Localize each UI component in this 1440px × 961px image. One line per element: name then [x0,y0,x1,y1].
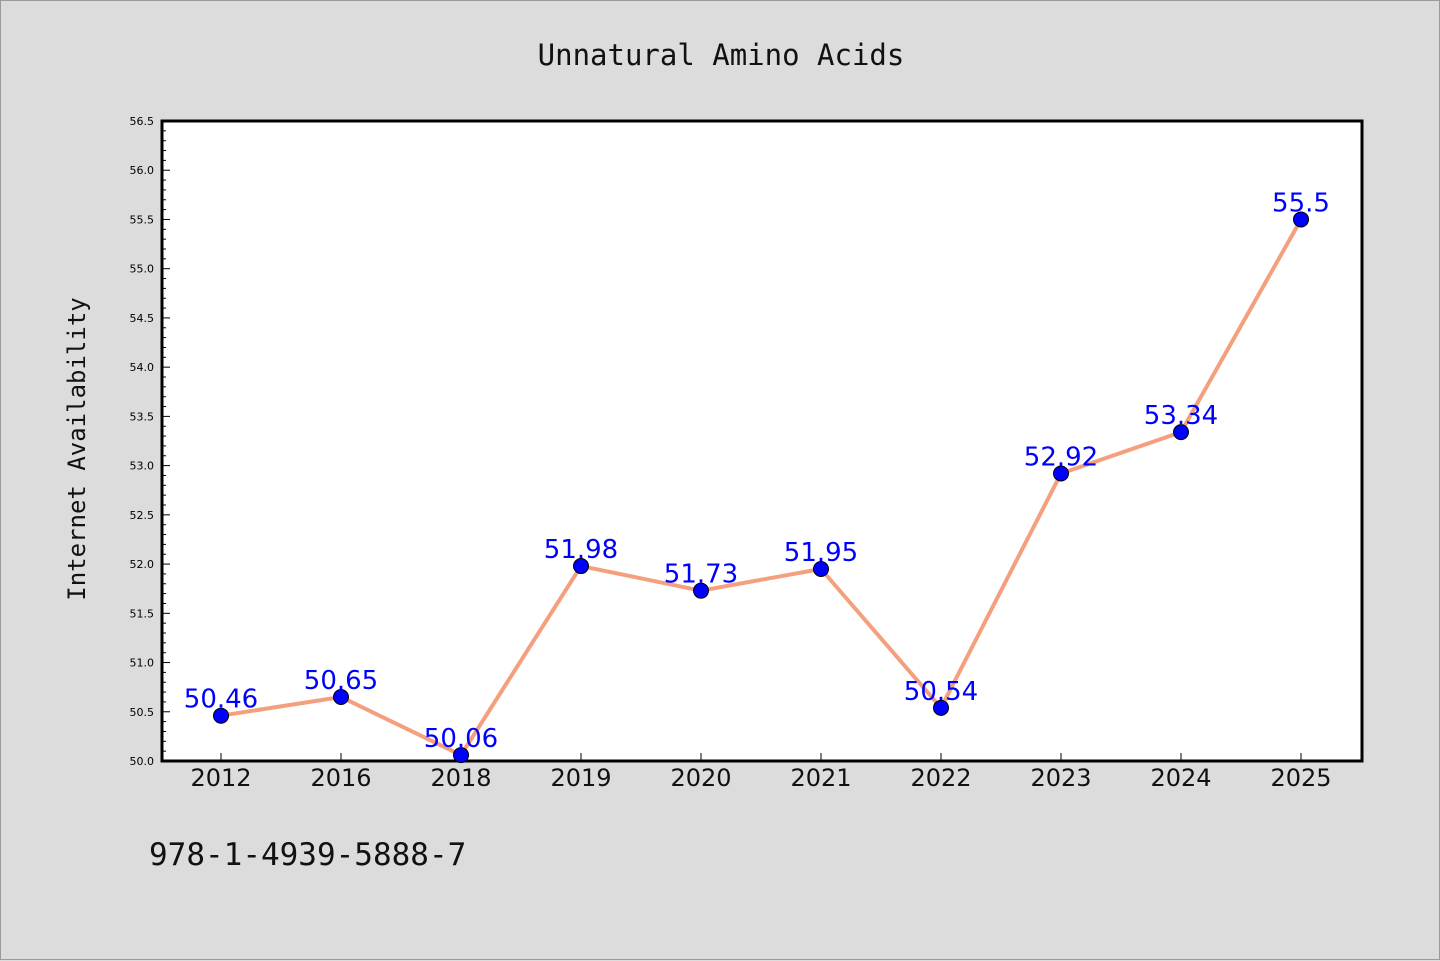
x-tick-label: 2012 [190,764,251,792]
x-tick-label: 2018 [430,764,491,792]
data-label: 50.46 [184,685,258,715]
data-label: 52.92 [1024,442,1098,472]
y-tick-label: 56.0 [130,164,155,177]
data-point [693,582,709,599]
data-label: 55.5 [1272,188,1330,218]
data-label: 51.98 [544,535,618,565]
y-tick-label: 56.5 [130,115,155,128]
x-tick-label: 2019 [550,764,611,792]
data-point [333,689,349,705]
chart-title: Unnatural Amino Acids [538,38,905,72]
y-tick-label: 54.5 [130,312,155,325]
y-tick-label: 52.0 [130,558,155,571]
data-label: 51.73 [664,560,738,590]
data-point [813,561,829,577]
y-tick-label: 53.5 [130,410,155,423]
y-tick-label: 55.5 [130,213,155,226]
series-polyline [220,218,1303,758]
x-axis: 2012 2016 2018 2019 2020 2021 2022 2023 2024 2025 [190,753,1332,792]
x-tick-label: 2024 [1150,764,1211,792]
data-label: 50.65 [304,666,378,696]
plot-area [160,119,1364,763]
data-label: 50.54 [904,677,978,707]
y-tick-label: 54.0 [130,361,155,374]
y-axis-title: Internet Availability [63,297,91,600]
series-line [213,211,1309,764]
footnote-isbn: 978-1-4939-5888-7 [149,837,466,873]
y-tick-label: 51.5 [130,607,155,620]
data-point [1173,424,1189,441]
x-tick-label: 2016 [310,764,371,792]
data-label: 51.95 [784,538,858,568]
y-tick-label: 53.0 [130,460,155,473]
y-tick-label: 50.0 [130,755,155,768]
data-point [573,558,589,575]
y-tick-label: 51.0 [130,657,155,670]
x-tick-label: 2025 [1270,764,1331,792]
data-labels: 50.46 50.65 50.06 51.98 51.73 51.95 50.54 52.92… [184,188,1330,754]
x-tick-label: 2020 [670,764,731,792]
x-tick-label: 2021 [790,764,851,792]
data-point [1293,211,1309,228]
y-axis: 50.0 50.5 51.0 51.5 52.0 52.5 53.0 53.5 54.0 54.5… [130,115,170,768]
y-tick-label: 52.5 [130,509,155,522]
x-tick-label: 2023 [1030,764,1091,792]
data-label: 50.06 [424,724,498,754]
data-point [1053,465,1069,482]
data-label: 53.34 [1144,401,1218,431]
data-point [453,747,469,764]
y-tick-label: 50.5 [130,706,155,719]
data-point [933,699,949,716]
x-tick-label: 2022 [910,764,971,792]
data-point [213,707,229,724]
y-tick-label: 55.0 [130,263,155,276]
